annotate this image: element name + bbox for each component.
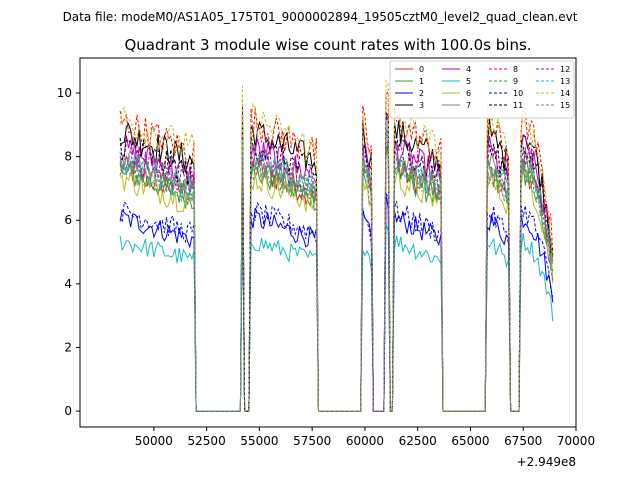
y-tick-label: 4: [64, 277, 72, 291]
legend-label-5: 5: [466, 77, 471, 86]
x-tick-label: 57500: [293, 434, 331, 448]
chart-title: Quadrant 3 module wise count rates with …: [124, 36, 531, 54]
series-line-5: [119, 214, 554, 412]
y-axis: 0 2 4 6 8 10: [57, 86, 80, 418]
legend-label-8: 8: [513, 65, 518, 74]
x-tick-label: 52500: [188, 434, 226, 448]
x-tick-label: 67500: [504, 434, 542, 448]
series-line-10: [119, 183, 554, 412]
legend-label-11: 11: [513, 101, 523, 110]
legend-box: [389, 60, 575, 119]
x-tick-label: 70000: [557, 434, 595, 448]
legend-label-0: 0: [419, 65, 424, 74]
series-line-2: [119, 191, 554, 412]
y-tick-label: 2: [64, 340, 72, 354]
legend-label-14: 14: [560, 89, 570, 98]
x-axis: 50000 52500 55000 57500 60000 62500 65000 67500…: [135, 427, 595, 448]
legend-label-12: 12: [560, 65, 570, 74]
x-tick-label: 65000: [451, 434, 489, 448]
legend-label-6: 6: [466, 89, 471, 98]
series-line-9: [119, 142, 554, 412]
axes-frame: [79, 57, 577, 428]
legend-label-13: 13: [560, 77, 570, 86]
legend-label-9: 9: [513, 77, 518, 86]
legend-label-1: 1: [419, 77, 424, 86]
y-tick-label: 6: [64, 213, 72, 227]
legend-label-15: 15: [560, 101, 570, 110]
x-tick-label: 60000: [346, 434, 384, 448]
legend-label-10: 10: [513, 89, 523, 98]
legend-label-3: 3: [419, 101, 424, 110]
chart-suptitle: Data file: modeM0/AS1A05_175T01_90000028…: [63, 10, 578, 24]
legend-label-4: 4: [466, 65, 471, 74]
legend-label-2: 2: [419, 89, 424, 98]
x-tick-label: 50000: [135, 434, 173, 448]
y-tick-label: 0: [64, 404, 72, 418]
plot-area: [119, 78, 554, 412]
series-line-6: [119, 150, 554, 412]
x-tick-label: 62500: [399, 434, 437, 448]
x-offset-label: +2.949e8: [517, 455, 576, 469]
y-tick-label: 10: [57, 86, 72, 100]
legend-label-7: 7: [466, 101, 471, 110]
series-line-15: [119, 138, 554, 412]
y-tick-label: 8: [64, 150, 72, 164]
x-tick-label: 55000: [240, 434, 278, 448]
